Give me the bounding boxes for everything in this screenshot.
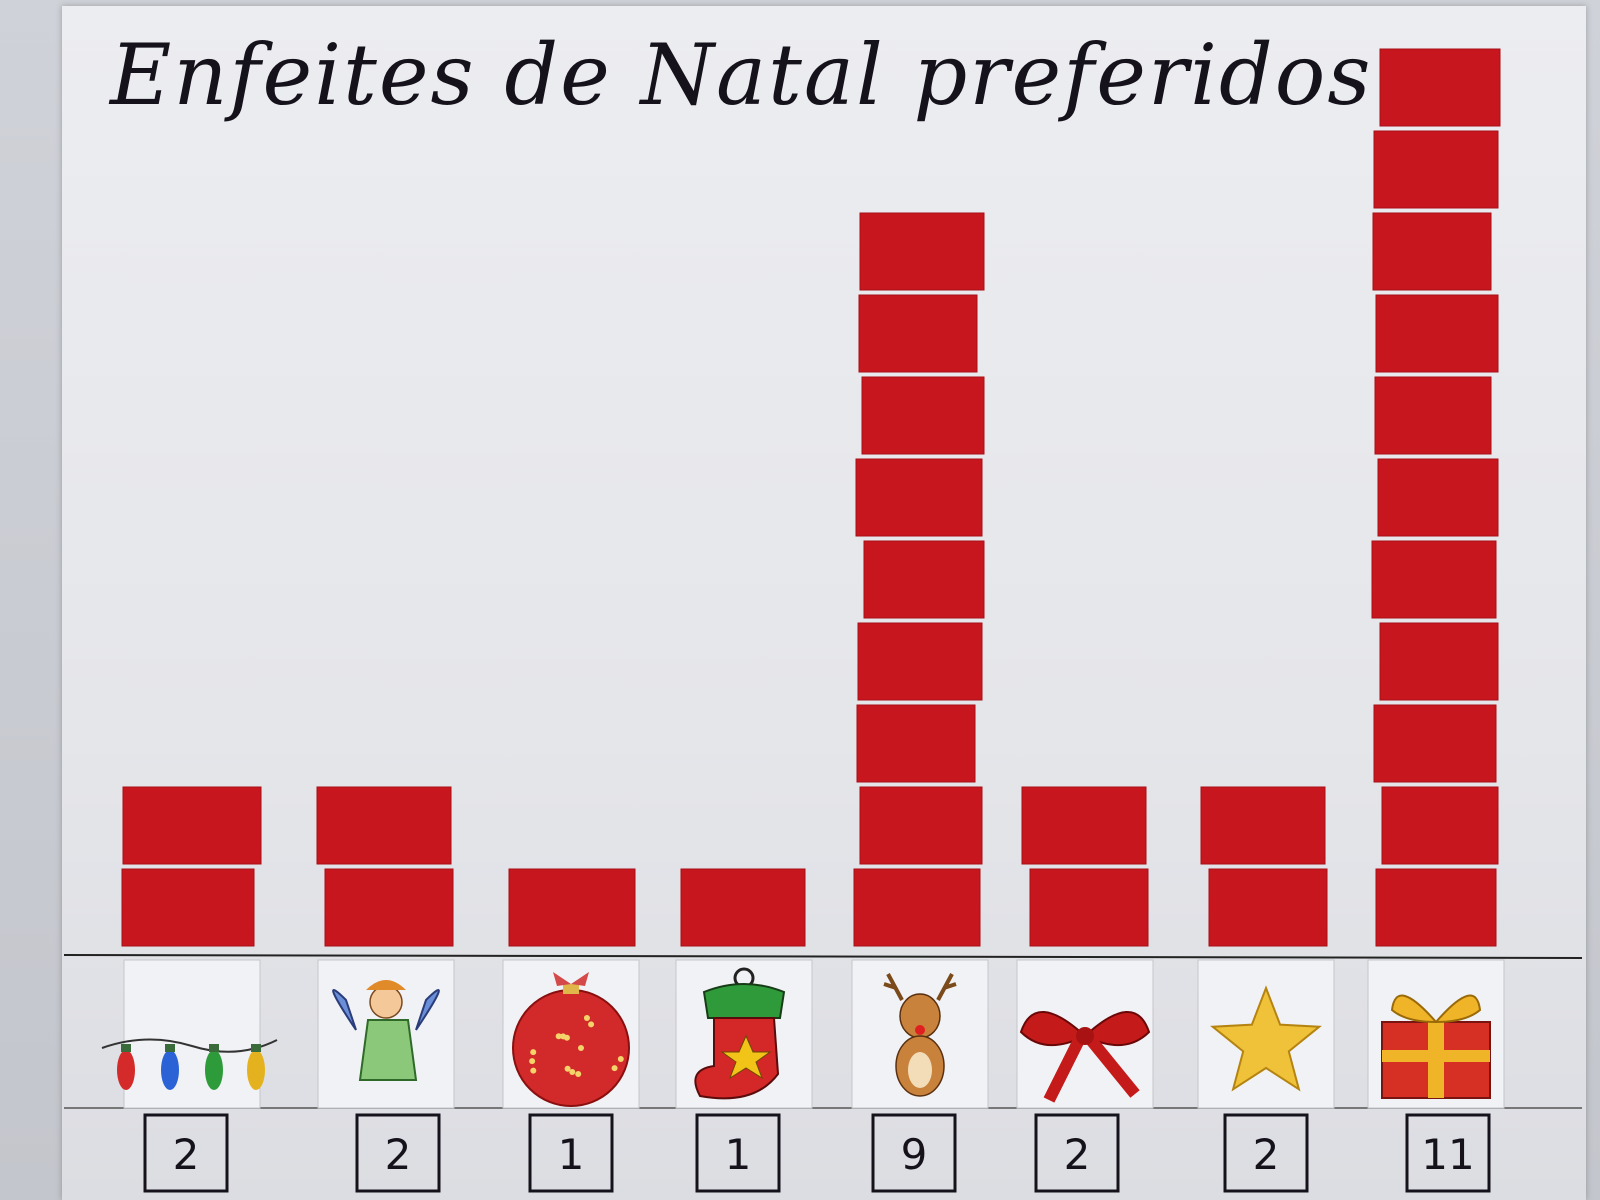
bar-block <box>857 622 983 701</box>
chart-baseline <box>63 954 1583 959</box>
bar-block <box>1021 786 1147 865</box>
count-boxes-layer: 2 2 1 1 9 2 2 11 <box>143 1113 1491 1193</box>
bar-block <box>856 704 976 783</box>
bar-block <box>1372 212 1492 291</box>
bar-block <box>324 868 454 947</box>
bar-block <box>863 540 985 619</box>
angel-icon <box>317 959 455 1109</box>
reindeer-icon <box>851 959 989 1109</box>
bar-lights <box>121 786 262 947</box>
category-icons-layer <box>101 959 1505 1109</box>
count-label: 1 <box>558 1130 585 1179</box>
bar-block <box>1381 786 1499 865</box>
bars-layer <box>121 48 1501 947</box>
bar-block <box>1208 868 1328 947</box>
count-box-stocking: 1 <box>695 1113 781 1193</box>
star-icon <box>1197 959 1335 1109</box>
bar-block <box>861 376 985 455</box>
bar-block <box>1379 622 1499 701</box>
count-label: 9 <box>901 1130 928 1179</box>
bar-block <box>1379 48 1501 127</box>
bar-block <box>122 786 262 865</box>
bar-block <box>508 868 636 947</box>
gift-icon <box>1367 959 1505 1109</box>
bar-block <box>1371 540 1497 619</box>
bar-block <box>680 868 806 947</box>
count-label: 2 <box>1253 1130 1280 1179</box>
count-box-reindeer: 9 <box>871 1113 957 1193</box>
bar-block <box>1377 458 1499 537</box>
bar-block <box>855 458 983 537</box>
count-box-bow: 2 <box>1034 1113 1120 1193</box>
count-box-ornament-ball: 1 <box>528 1113 614 1193</box>
count-box-lights: 2 <box>143 1113 229 1193</box>
count-box-star: 2 <box>1223 1113 1309 1193</box>
count-label: 1 <box>725 1130 752 1179</box>
bar-block <box>1375 868 1497 947</box>
bar-reindeer <box>853 212 985 947</box>
count-label: 2 <box>173 1130 200 1179</box>
bar-block <box>859 786 983 865</box>
bar-stocking <box>680 868 806 947</box>
bar-bow <box>1021 786 1149 947</box>
count-box-gift: 11 <box>1405 1113 1491 1193</box>
count-box-angel: 2 <box>355 1113 441 1193</box>
bar-star <box>1200 786 1328 947</box>
bow-icon <box>1016 959 1154 1109</box>
bar-block <box>121 868 255 947</box>
count-label: 11 <box>1421 1130 1474 1179</box>
stocking-icon <box>675 959 813 1109</box>
bar-block <box>858 294 978 373</box>
bar-block <box>1373 704 1497 783</box>
count-label: 2 <box>1064 1130 1091 1179</box>
bar-block <box>1029 868 1149 947</box>
bar-angel <box>316 786 454 947</box>
chart-title: Enfeites de Natal preferidos <box>110 26 1373 124</box>
bar-block <box>1375 294 1499 373</box>
bar-block <box>1200 786 1326 865</box>
bar-block <box>316 786 452 865</box>
count-label: 2 <box>385 1130 412 1179</box>
bar-block <box>853 868 981 947</box>
ornament-ball-icon <box>502 959 640 1109</box>
bar-block <box>1374 376 1492 455</box>
bar-block <box>1373 130 1499 209</box>
bar-block <box>859 212 985 291</box>
lights-icon <box>101 959 278 1109</box>
bar-ornament-ball <box>508 868 636 947</box>
bar-gift <box>1371 48 1501 947</box>
